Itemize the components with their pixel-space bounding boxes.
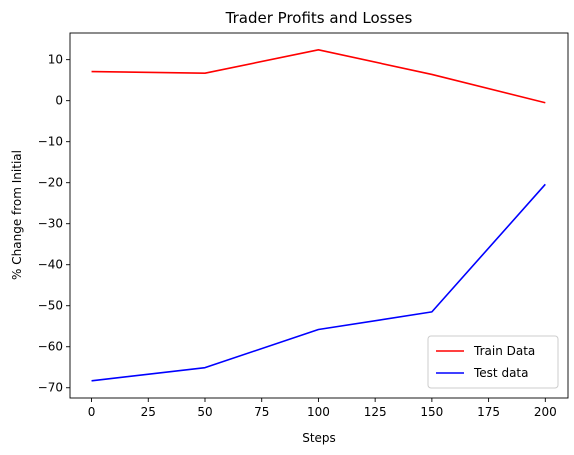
y-tick-label: −20 xyxy=(38,176,63,190)
plot-area: 0 25 50 75 100 125 150 175 200100−10−20−30−40−50… xyxy=(38,32,569,419)
legend-label-1: Train Data xyxy=(473,344,535,358)
x-tick-label: 150 xyxy=(420,405,443,419)
x-tick-label: 100 xyxy=(307,405,330,419)
y-tick-label: −70 xyxy=(38,381,63,395)
x-tick-label: 50 xyxy=(197,405,212,419)
y-tick-label: 0 xyxy=(55,94,63,108)
y-tick-label: 10 xyxy=(48,53,63,67)
x-tick-label: 200 xyxy=(534,405,557,419)
axes-frame xyxy=(69,32,569,399)
series-line-2 xyxy=(91,183,546,382)
x-axis-label: Steps xyxy=(302,431,336,445)
legend-box xyxy=(427,335,559,389)
x-tick-label: 0 xyxy=(88,405,96,419)
y-tick-label: −60 xyxy=(38,340,63,354)
y-tick-label: −50 xyxy=(38,299,63,313)
series-line-1 xyxy=(91,49,546,104)
x-tick-label: 175 xyxy=(477,405,500,419)
chart-title: Trader Profits and Losses xyxy=(225,9,413,27)
y-tick-label: −10 xyxy=(38,135,63,149)
legend: Train Data Test data xyxy=(427,335,559,389)
x-tick-label: 125 xyxy=(364,405,387,419)
x-tick-label: 25 xyxy=(141,405,156,419)
y-axis-label: % Change from Initial xyxy=(10,150,24,280)
y-tick-label: −40 xyxy=(38,258,63,272)
y-tick-label: −30 xyxy=(38,217,63,231)
x-tick-label: 75 xyxy=(254,405,269,419)
legend-label-2: Test data xyxy=(473,366,528,380)
